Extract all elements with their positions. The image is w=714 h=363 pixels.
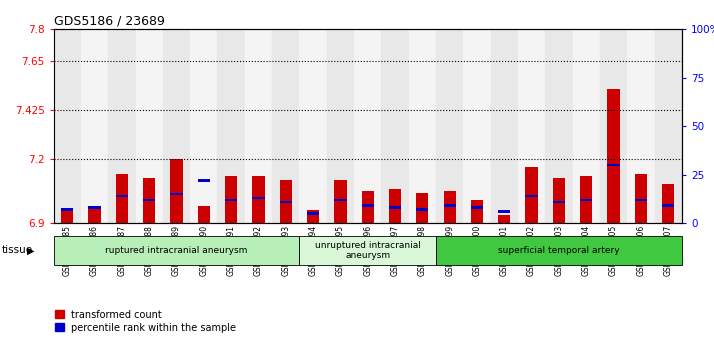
Bar <box>608 89 620 223</box>
Bar <box>252 176 265 223</box>
Bar <box>580 176 593 223</box>
Bar <box>436 29 463 223</box>
Bar <box>518 29 545 223</box>
Bar <box>89 207 101 209</box>
Bar <box>545 29 573 223</box>
Bar <box>498 215 511 223</box>
Bar <box>252 197 265 199</box>
Bar <box>307 212 319 215</box>
Bar <box>307 210 319 223</box>
Text: unruptured intracranial
aneurysm: unruptured intracranial aneurysm <box>315 241 421 260</box>
Bar <box>225 199 237 201</box>
Bar <box>334 199 346 201</box>
Bar <box>109 29 136 223</box>
Bar <box>89 208 101 223</box>
Bar <box>416 193 428 223</box>
Bar <box>408 29 436 223</box>
Text: ruptured intracranial aneurysm: ruptured intracranial aneurysm <box>105 246 248 255</box>
Bar <box>163 29 190 223</box>
Bar <box>600 29 627 223</box>
Bar <box>635 174 647 223</box>
Bar <box>471 207 483 209</box>
Bar <box>627 29 655 223</box>
Bar <box>498 210 511 213</box>
Bar <box>443 191 456 223</box>
Bar <box>471 200 483 223</box>
Bar <box>280 180 292 223</box>
Bar <box>580 199 593 201</box>
Bar <box>198 179 210 182</box>
FancyBboxPatch shape <box>436 236 682 265</box>
Bar <box>553 178 565 223</box>
Bar <box>381 29 408 223</box>
FancyBboxPatch shape <box>54 236 299 265</box>
Legend: transformed count, percentile rank within the sample: transformed count, percentile rank withi… <box>55 310 236 333</box>
Bar <box>416 208 428 211</box>
Bar <box>361 204 374 207</box>
Bar <box>526 167 538 223</box>
Bar <box>54 29 81 223</box>
Bar <box>463 29 491 223</box>
Bar <box>280 201 292 203</box>
Bar <box>327 29 354 223</box>
Bar <box>116 174 128 223</box>
Text: ▶: ▶ <box>27 245 35 256</box>
Bar <box>143 199 156 201</box>
Bar <box>218 29 245 223</box>
Bar <box>81 29 109 223</box>
Bar <box>116 195 128 197</box>
Bar <box>361 191 374 223</box>
Bar <box>143 178 156 223</box>
Bar <box>136 29 163 223</box>
Bar <box>553 201 565 203</box>
FancyBboxPatch shape <box>299 236 436 265</box>
Bar <box>61 208 74 223</box>
Text: GDS5186 / 23689: GDS5186 / 23689 <box>54 15 164 28</box>
Bar <box>662 204 674 207</box>
Bar <box>171 193 183 195</box>
Bar <box>573 29 600 223</box>
Bar <box>61 208 74 211</box>
Bar <box>443 204 456 207</box>
Text: superficial temporal artery: superficial temporal artery <box>498 246 620 255</box>
Bar <box>299 29 327 223</box>
Bar <box>635 199 647 201</box>
Bar <box>655 29 682 223</box>
Bar <box>272 29 299 223</box>
Bar <box>225 176 237 223</box>
Text: tissue: tissue <box>1 245 33 256</box>
Bar <box>389 207 401 209</box>
Bar <box>245 29 272 223</box>
Bar <box>491 29 518 223</box>
Bar <box>354 29 381 223</box>
Bar <box>198 206 210 223</box>
Bar <box>334 180 346 223</box>
Bar <box>526 195 538 197</box>
Bar <box>389 189 401 223</box>
Bar <box>190 29 218 223</box>
Bar <box>608 164 620 166</box>
Bar <box>171 159 183 223</box>
Bar <box>662 184 674 223</box>
